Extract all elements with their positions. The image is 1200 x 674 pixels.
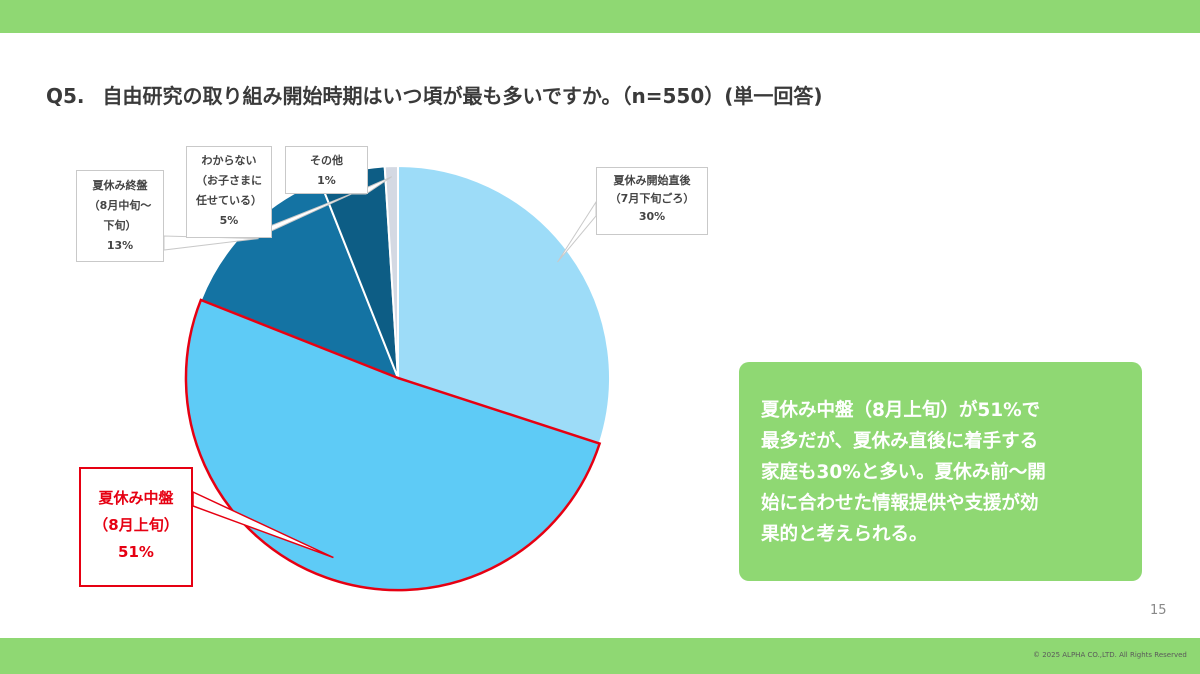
label-line: わからない: [201, 154, 257, 167]
highlight-outline: [184, 298, 602, 592]
pie-slice-early-summer: [397, 164, 611, 445]
callout-other: その他 1%: [285, 146, 368, 194]
callout-leader: [557, 200, 597, 263]
label-line: （お子さまに: [196, 174, 262, 187]
summary-line: 夏休み中盤（8月上旬）が51%で: [761, 400, 1041, 421]
page-title: Q5. 自由研究の取り組み開始時期はいつ頃が最も多いですか。（n=550）(単一回…: [46, 80, 823, 109]
label-line: 夏休み中盤: [98, 489, 174, 507]
label-line: （7月下旬ごろ）: [609, 192, 695, 205]
summary-line: 家庭も30%と多い。夏休み前～開: [761, 462, 1046, 483]
callout-early-summer: 夏休み開始直後 （7月下旬ごろ） 30%: [596, 167, 708, 235]
callout-leader: [351, 176, 392, 195]
summary-line: 始に合わせた情報提供や支援が効: [761, 493, 1039, 514]
label-line: 下旬）: [103, 219, 137, 232]
callout-unknown: わからない （お子さまに 任せている） 5%: [186, 146, 272, 238]
value-label: 30%: [638, 210, 666, 223]
page-number: 15: [1150, 603, 1167, 618]
value-label: 1%: [317, 174, 336, 187]
summary-line: 最多だが、夏休み直後に着手する: [761, 431, 1039, 452]
callout-late-summer: 夏休み終盤 （8月中旬～ 下旬） 13%: [76, 170, 164, 262]
label-line: 夏休み開始直後: [613, 174, 691, 187]
label-line: 任せている）: [196, 194, 262, 207]
label-line: （8月中旬～: [88, 199, 152, 212]
bottom-band: [0, 638, 1200, 674]
callout-leader: [239, 191, 357, 239]
question-number: Q5.: [46, 84, 85, 108]
callout-leader: [192, 490, 334, 559]
copyright-text: © 2025 ALPHA CO.,LTD. All Rights Reserve…: [1033, 651, 1187, 659]
top-band: [0, 0, 1200, 33]
summary-box: 夏休み中盤（8月上旬）が51%で 最多だが、夏休み直後に着手する 家庭も30%と…: [739, 362, 1142, 581]
callout-mid-summer: 夏休み中盤 （8月上旬） 51%: [79, 467, 193, 587]
value-label: 5%: [219, 214, 239, 227]
value-label: 51%: [118, 543, 154, 561]
label-line: （8月上旬）: [93, 516, 179, 534]
pie-slice-other: [383, 164, 399, 379]
value-label: 13%: [106, 239, 134, 252]
question-text: 自由研究の取り組み開始時期はいつ頃が最も多いですか。（n=550）(単一回答): [102, 84, 823, 108]
label-line: その他: [310, 154, 343, 167]
summary-line: 果的と考えられる。: [761, 524, 928, 545]
label-line: 夏休み終盤: [92, 179, 148, 192]
